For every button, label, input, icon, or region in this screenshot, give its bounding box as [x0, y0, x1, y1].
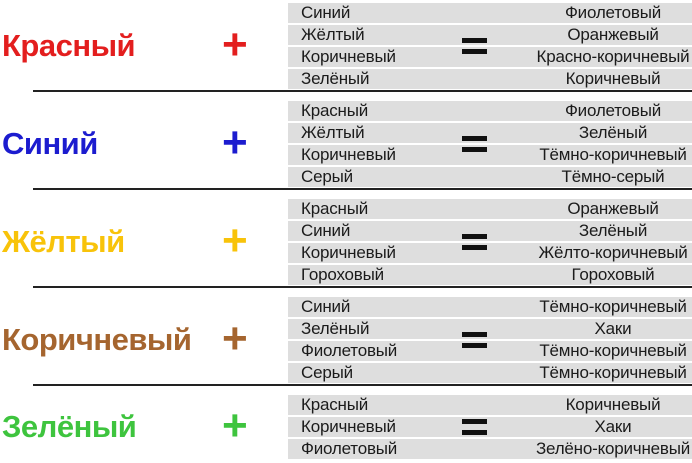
base-color-label: Синий [2, 126, 98, 161]
mix-color-label: Коричневый [301, 47, 396, 66]
mix-row: Фиолетовый Тёмно-коричневый [288, 341, 692, 361]
result-color-label: Тёмно-коричневый [539, 341, 687, 360]
mix-color-label: Жёлтый [301, 25, 365, 44]
mix-color-label: Гороховый [301, 265, 384, 284]
mix-row: Красный Фиолетовый [288, 101, 692, 121]
result-color-label: Фиолетовый [564, 101, 662, 120]
result-color-label: Хаки [594, 319, 632, 338]
mix-color-label: Серый [301, 363, 353, 382]
result-color-label: Жёлто-коричневый [538, 243, 688, 262]
base-color-label: Коричневый [2, 322, 192, 357]
result-color-label: Оранжевый [567, 25, 659, 44]
mix-color-label: Фиолетовый [301, 341, 398, 360]
mix-color-label: Зелёный [301, 69, 370, 88]
base-color-label: Красный [2, 28, 136, 63]
mix-row: Красный Коричневый [288, 395, 692, 415]
result-color-label: Зелёный [578, 123, 648, 142]
result-color-label: Красно-коричневый [536, 47, 690, 66]
mix-group: Красный + Синий Фиолетовый Жёлтый Оранже… [0, 3, 692, 101]
mix-color-label: Красный [301, 199, 369, 218]
group-separator [33, 188, 692, 190]
result-color-label: Хаки [594, 417, 632, 436]
mix-group: Жёлтый + Красный Оранжевый Синий Зелёный… [0, 199, 692, 297]
mix-color-label: Коричневый [301, 145, 396, 164]
mix-color-label: Жёлтый [301, 123, 365, 142]
plus-sign: + [222, 216, 248, 266]
base-color-area: Зелёный + [0, 395, 288, 459]
result-color-label: Гороховый [571, 265, 655, 284]
mix-group: Зелёный + Красный Коричневый Коричневый … [0, 395, 692, 459]
base-color-area: Красный + [0, 3, 288, 89]
base-color-label: Зелёный [2, 409, 137, 444]
mix-rows: Красный Фиолетовый Жёлтый Зелёный Коричн… [288, 101, 692, 187]
base-color-label: Жёлтый [2, 224, 125, 259]
mix-color-label: Коричневый [301, 417, 396, 436]
mix-row: Фиолетовый Зелёно-коричневый [288, 439, 692, 459]
equals-sign [462, 332, 487, 348]
mix-row: Зелёный Хаки [288, 319, 692, 339]
mix-row: Жёлтый Зелёный [288, 123, 692, 143]
mix-row: Синий Фиолетовый [288, 3, 692, 23]
mix-rows: Синий Фиолетовый Жёлтый Оранжевый Коричн… [288, 3, 692, 89]
plus-sign: + [222, 20, 248, 70]
result-color-label: Фиолетовый [564, 3, 662, 22]
result-color-label: Зелёно-коричневый [535, 439, 691, 458]
base-color-area: Синий + [0, 101, 288, 187]
mix-rows: Синий Тёмно-коричневый Зелёный Хаки Фиол… [288, 297, 692, 383]
mix-row: Коричневый Хаки [288, 417, 692, 437]
mix-rows: Красный Оранжевый Синий Зелёный Коричнев… [288, 199, 692, 285]
mix-row: Гороховый Гороховый [288, 265, 692, 285]
mix-row: Серый Тёмно-серый [288, 167, 692, 187]
mix-row: Серый Тёмно-коричневый [288, 363, 692, 383]
result-color-label: Зелёный [578, 221, 648, 240]
mix-row: Красный Оранжевый [288, 199, 692, 219]
mix-row: Синий Зелёный [288, 221, 692, 241]
equals-sign [462, 419, 487, 435]
result-color-label: Тёмно-серый [561, 167, 665, 186]
base-color-area: Коричневый + [0, 297, 288, 383]
equals-sign [462, 234, 487, 250]
base-color-area: Жёлтый + [0, 199, 288, 285]
mix-color-label: Фиолетовый [301, 439, 398, 458]
plus-sign: + [222, 314, 248, 364]
mix-color-label: Зелёный [301, 319, 370, 338]
mix-row: Синий Тёмно-коричневый [288, 297, 692, 317]
group-separator [33, 286, 692, 288]
mix-group: Синий + Красный Фиолетовый Жёлтый Зелёны… [0, 101, 692, 199]
mix-row: Жёлтый Оранжевый [288, 25, 692, 45]
result-color-label: Тёмно-коричневый [539, 297, 687, 316]
mix-row: Зелёный Коричневый [288, 69, 692, 89]
mix-color-label: Коричневый [301, 243, 396, 262]
mix-color-label: Синий [301, 297, 351, 316]
mix-row: Коричневый Красно-коричневый [288, 47, 692, 67]
mix-color-label: Синий [301, 3, 351, 22]
equals-sign [462, 38, 487, 54]
result-color-label: Тёмно-коричневый [539, 363, 687, 382]
mix-color-label: Серый [301, 167, 353, 186]
group-separator [33, 90, 692, 92]
plus-sign: + [222, 401, 248, 451]
mix-rows: Красный Коричневый Коричневый Хаки Фиоле… [288, 395, 692, 459]
mix-row: Коричневый Тёмно-коричневый [288, 145, 692, 165]
equals-sign [462, 136, 487, 152]
result-color-label: Коричневый [565, 395, 661, 414]
result-color-label: Коричневый [565, 69, 661, 88]
mix-color-label: Красный [301, 395, 369, 414]
plus-sign: + [222, 118, 248, 168]
mix-group: Коричневый + Синий Тёмно-коричневый Зелё… [0, 297, 692, 395]
group-separator [33, 384, 692, 386]
result-color-label: Тёмно-коричневый [539, 145, 687, 164]
mix-color-label: Красный [301, 101, 369, 120]
mix-row: Коричневый Жёлто-коричневый [288, 243, 692, 263]
result-color-label: Оранжевый [567, 199, 659, 218]
mix-color-label: Синий [301, 221, 351, 240]
